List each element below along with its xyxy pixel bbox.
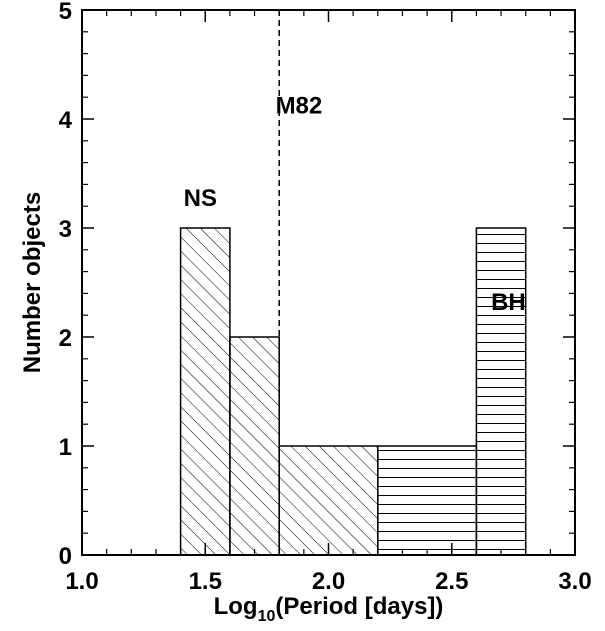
annotation-bh: BH	[491, 289, 526, 316]
x-tick-label: 3.0	[558, 568, 591, 595]
y-tick-label: 4	[59, 107, 73, 134]
x-tick-label: 1.0	[65, 568, 98, 595]
y-tick-label: 0	[59, 543, 72, 570]
x-tick-label: 2.0	[312, 568, 345, 595]
y-axis-title: Number objects	[19, 192, 46, 373]
bars-layer	[179, 227, 527, 556]
bar-ns-2	[278, 445, 379, 556]
y-tick-label: 2	[59, 325, 72, 352]
bar-ns-0	[179, 227, 231, 556]
annotation-layer: NS BH M82	[184, 10, 526, 555]
bar-ns-1	[229, 336, 280, 556]
y-tick-label: 5	[59, 0, 72, 25]
x-tick-label: 1.5	[189, 568, 222, 595]
x-axis-title-sub: 10	[258, 608, 276, 625]
x-axis-title: Log10(Period [days])	[214, 593, 444, 625]
ticks-layer	[81, 9, 576, 556]
labels-layer: 1.0 1.5 2.0 2.5 3.0 0 1 2 3 4 5 Log10(Period [days]…	[19, 0, 592, 625]
annotation-m82: M82	[276, 93, 323, 120]
y-tick-label: 1	[59, 434, 72, 461]
annotation-ns: NS	[184, 185, 217, 212]
x-tick-label: 2.5	[435, 568, 468, 595]
x-axis-title-rest: (Period [days])	[275, 593, 443, 620]
bar-bh-0	[377, 445, 478, 556]
bar-bh-1	[475, 227, 527, 556]
x-axis-title-main: Log	[214, 593, 258, 620]
y-tick-label: 3	[59, 216, 72, 243]
